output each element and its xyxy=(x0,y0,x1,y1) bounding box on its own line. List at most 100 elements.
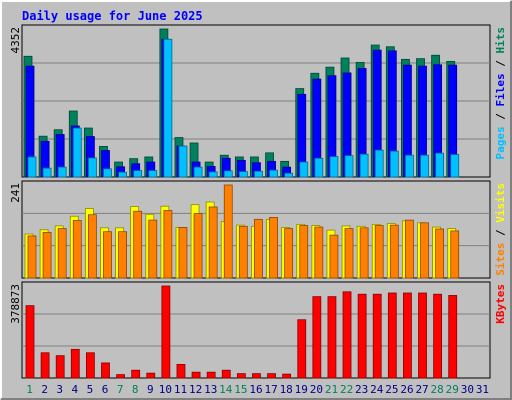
bar-sites-day-19 xyxy=(299,225,309,279)
bar-kbytes-day-9 xyxy=(146,372,156,379)
bar-sites-day-13 xyxy=(208,206,218,279)
panel-max-label: 378873 xyxy=(9,284,22,324)
day-label-11: 11 xyxy=(174,383,187,396)
day-label-8: 8 xyxy=(132,383,139,396)
bar-kbytes-day-1 xyxy=(25,305,35,379)
bar-sites-day-12 xyxy=(193,213,203,279)
bar-kbytes-day-11 xyxy=(176,364,186,379)
side-labels: Pages / Files / Hits Sites / Visits KBytes xyxy=(494,27,507,324)
bar-kbytes-day-23 xyxy=(357,293,367,379)
day-label-23: 23 xyxy=(355,383,368,396)
bar-pages-day-7 xyxy=(118,171,127,178)
day-labels: 1 2 3 4 5 6 7 8 9 10 11 12 13 14 15 16 17 18 19 20 21 22 23 24 2… xyxy=(26,383,489,396)
bar-sites-day-1 xyxy=(27,235,37,279)
bar-kbytes-day-17 xyxy=(267,373,276,379)
day-label-28: 28 xyxy=(431,383,444,396)
bar-kbytes-day-12 xyxy=(191,371,201,379)
day-label-14: 14 xyxy=(219,383,233,396)
bar-sites-day-2 xyxy=(42,232,52,279)
bar-kbytes-day-24 xyxy=(372,293,382,379)
bar-sites-day-9 xyxy=(148,219,158,279)
bar-sites-day-22 xyxy=(344,228,354,279)
bar-pages-day-5 xyxy=(87,157,97,178)
bar-pages-day-9 xyxy=(148,170,158,178)
bar-kbytes-day-26 xyxy=(403,292,412,379)
day-label-25: 25 xyxy=(385,383,398,396)
panel-kbytes: 378873 xyxy=(9,281,491,379)
bar-pages-day-15 xyxy=(238,171,248,178)
bar-sites-day-29 xyxy=(450,230,460,279)
bar-kbytes-day-21 xyxy=(327,296,337,379)
bar-sites-day-3 xyxy=(57,228,67,279)
bar-sites-day-21 xyxy=(329,234,339,279)
bar-kbytes-day-18 xyxy=(282,373,292,379)
bar-pages-day-3 xyxy=(57,166,67,178)
day-label-12: 12 xyxy=(189,383,202,396)
bar-kbytes-day-29 xyxy=(448,295,458,379)
bar-pages-day-19 xyxy=(299,161,309,178)
bar-pages-day-2 xyxy=(42,167,52,178)
bar-pages-day-28 xyxy=(435,152,445,178)
day-label-21: 21 xyxy=(325,383,338,396)
bar-kbytes-day-25 xyxy=(387,292,397,379)
bar-sites-day-27 xyxy=(420,222,429,279)
bar-pages-day-11 xyxy=(178,145,188,178)
bar-sites-day-28 xyxy=(435,228,445,279)
bar-kbytes-day-7 xyxy=(116,374,125,379)
bar-sites-day-16 xyxy=(254,218,263,279)
bar-sites-day-15 xyxy=(238,225,248,279)
bar-sites-day-6 xyxy=(103,231,112,279)
day-label-5: 5 xyxy=(87,383,94,396)
bar-sites-day-5 xyxy=(87,214,97,279)
day-label-4: 4 xyxy=(72,383,79,396)
bar-pages-day-10 xyxy=(163,38,173,178)
day-label-29: 29 xyxy=(446,383,459,396)
side-label-sites-visits: Sites / Visits xyxy=(494,183,507,276)
side-label-separator: / xyxy=(494,54,507,74)
panels: 4352 241 378873 xyxy=(9,24,491,379)
day-label-30: 30 xyxy=(461,383,474,396)
side-label-part: Pages xyxy=(494,126,507,159)
day-label-2: 2 xyxy=(41,383,48,396)
bar-sites-day-10 xyxy=(163,210,173,279)
bar-kbytes-day-2 xyxy=(40,352,50,379)
chart-title: Daily usage for June 2025 xyxy=(22,9,203,23)
bar-sites-day-8 xyxy=(133,210,143,279)
panel-sites-visits: 241 xyxy=(9,180,491,279)
bar-pages-day-20 xyxy=(314,157,324,178)
side-label-part: Sites xyxy=(494,243,507,276)
bar-sites-day-7 xyxy=(118,231,127,279)
side-label-part: Visits xyxy=(494,183,507,223)
bar-kbytes-day-15 xyxy=(236,373,246,379)
day-label-7: 7 xyxy=(117,383,124,396)
bar-pages-day-27 xyxy=(420,154,429,178)
bar-kbytes-day-20 xyxy=(312,296,322,379)
bar-sites-day-23 xyxy=(359,227,369,279)
plot-area xyxy=(21,281,491,379)
day-label-1: 1 xyxy=(26,383,33,396)
bar-pages-day-18 xyxy=(284,172,294,178)
bar-pages-day-21 xyxy=(329,156,339,178)
day-label-17: 17 xyxy=(264,383,277,396)
side-label-part: Files xyxy=(494,73,507,106)
bar-pages-day-13 xyxy=(208,171,218,178)
bar-pages-day-6 xyxy=(103,168,112,178)
bar-kbytes-day-5 xyxy=(85,352,95,379)
day-label-9: 9 xyxy=(147,383,154,396)
bar-kbytes-day-19 xyxy=(297,319,307,379)
side-label-part: Hits xyxy=(494,27,507,54)
day-label-27: 27 xyxy=(415,383,428,396)
day-label-22: 22 xyxy=(340,383,353,396)
bar-sites-day-26 xyxy=(405,219,414,279)
bar-kbytes-day-8 xyxy=(131,369,141,379)
bar-kbytes-day-14 xyxy=(221,369,231,379)
day-label-26: 26 xyxy=(400,383,413,396)
bar-pages-day-25 xyxy=(389,150,399,178)
day-label-6: 6 xyxy=(102,383,109,396)
day-label-3: 3 xyxy=(56,383,63,396)
day-label-20: 20 xyxy=(310,383,323,396)
bar-kbytes-day-27 xyxy=(418,292,427,379)
side-label-separator: / xyxy=(494,107,507,127)
